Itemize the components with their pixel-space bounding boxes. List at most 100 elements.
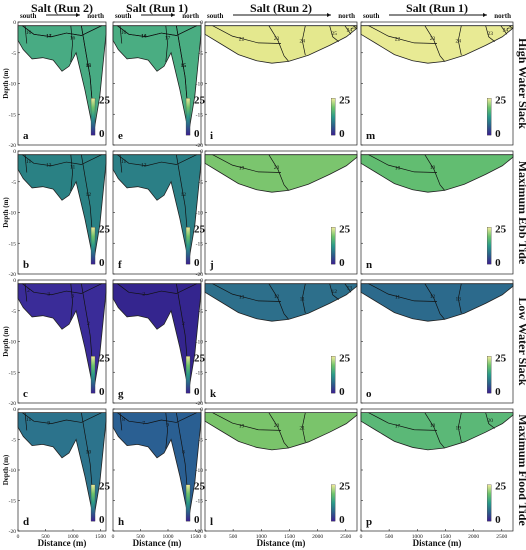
x-tick-label: 1000 — [256, 534, 267, 540]
y-tick-label: 0 — [13, 278, 16, 284]
x-tick-label: 2500 — [340, 534, 351, 540]
south-label: south — [363, 12, 379, 20]
salinity-field — [17, 154, 107, 262]
contour-line — [165, 25, 168, 63]
contour-line — [485, 412, 495, 429]
colorbar-max-label: 25 — [194, 94, 206, 106]
contour-line — [268, 154, 289, 191]
contour-line — [119, 412, 123, 431]
x-tick-label: 1500 — [440, 534, 451, 540]
contour-line — [24, 154, 28, 173]
contour-label: 15 — [181, 63, 187, 69]
contour-line — [268, 25, 289, 62]
contour-line — [509, 25, 512, 29]
colorbar-max-label: 25 — [339, 94, 351, 106]
colorbar-min-label: 0 — [194, 386, 200, 398]
south-label: south — [115, 12, 131, 20]
contour-label: 20 — [487, 418, 493, 424]
contour-label: 19 — [430, 165, 436, 171]
contour-line — [301, 283, 306, 314]
x-tick-label: 1000 — [68, 534, 79, 540]
contour-line — [119, 154, 123, 173]
south-label: south — [207, 12, 223, 20]
contour-line — [344, 25, 352, 35]
contour-line — [368, 412, 438, 431]
arrow-head — [76, 13, 80, 17]
contour-label: 18 — [430, 423, 436, 429]
y-tick-label: 0 — [200, 149, 203, 155]
row-label: Low Water Slack — [516, 297, 526, 386]
contour-label: 2 — [27, 288, 30, 294]
panel-l: 19 20 210-5-10-15-200 500 1000 1500 2000 2500Di… — [196, 407, 358, 548]
y-tick-label: -10 — [196, 211, 204, 217]
contour-line — [424, 283, 445, 320]
panel-letter: b — [23, 259, 29, 271]
contour-line — [368, 154, 438, 173]
contour-label: 12 — [331, 289, 337, 295]
contour-label: 24 — [300, 38, 306, 44]
contour-label: 13 — [347, 285, 353, 291]
y-tick-label: -5 — [11, 180, 16, 186]
panel-letter: c — [23, 388, 28, 400]
y-tick-label: 0 — [200, 407, 203, 413]
y-tick-label: -15 — [196, 499, 204, 505]
salinity-field — [112, 412, 202, 519]
row-label: Maximum Flood Tide — [516, 414, 526, 526]
contour-line — [457, 25, 462, 56]
contour-label: 17 — [46, 34, 52, 40]
colorbar-max-label: 25 — [99, 352, 111, 364]
colorbar — [90, 227, 96, 265]
contour-label: 10 — [86, 450, 92, 456]
contour-label: 22 — [239, 37, 245, 43]
y-tick-label: -10 — [196, 340, 204, 346]
contour-label: 11 — [26, 159, 32, 165]
column-header: Salt (Run 2) — [250, 1, 312, 15]
contour-label: 11 — [26, 417, 32, 423]
y-tick-label: -5 — [198, 51, 203, 57]
colorbar-max-label: 25 — [339, 223, 351, 235]
panel-g: 2 2 25 0 g — [112, 279, 206, 404]
contour-label: 13 — [46, 163, 52, 169]
contour-line — [24, 25, 28, 44]
contour-line — [22, 283, 102, 296]
contour-line — [212, 154, 282, 173]
contour-line — [117, 412, 197, 424]
y-tick-label: -20 — [196, 529, 204, 535]
y-tick-label: 0 — [13, 20, 16, 26]
contour-label: 16 — [70, 35, 76, 41]
panel-letter: d — [23, 516, 29, 528]
panel-letter: e — [118, 130, 123, 142]
x-tick-label: 1500 — [284, 534, 295, 540]
contour-line — [117, 25, 197, 38]
colorbar — [331, 484, 336, 522]
panel-letter: k — [210, 388, 217, 400]
contour-line — [117, 283, 197, 296]
column-header: Salt (Run 1) — [406, 1, 468, 15]
salinity-field — [17, 25, 107, 133]
colorbar — [90, 484, 96, 522]
x-axis-label: Distance (m) — [257, 538, 306, 548]
colorbar-max-label: 25 — [495, 223, 507, 235]
contour-line — [22, 412, 102, 424]
colorbar-max-label: 25 — [339, 352, 351, 364]
contour-line — [344, 283, 352, 293]
colorbar — [185, 98, 191, 136]
contour-line — [368, 283, 438, 302]
panel-letter: h — [118, 516, 124, 528]
y-tick-label: -20 — [9, 401, 17, 407]
colorbar — [185, 484, 191, 522]
y-tick-label: -15 — [9, 499, 17, 505]
contour-label: 12 — [430, 294, 436, 300]
y-tick-label: -5 — [198, 438, 203, 444]
contour-label: 7 — [142, 420, 145, 426]
x-tick-label: 1000 — [163, 534, 174, 540]
y-tick-label: -5 — [11, 438, 16, 444]
contour-line — [500, 25, 508, 35]
colorbar-max-label: 25 — [194, 223, 206, 235]
contour-label: 2 — [142, 292, 145, 298]
contour-label: 16 — [121, 30, 127, 36]
contour-label: 2 — [87, 321, 90, 327]
colorbar-max-label: 25 — [99, 481, 111, 493]
